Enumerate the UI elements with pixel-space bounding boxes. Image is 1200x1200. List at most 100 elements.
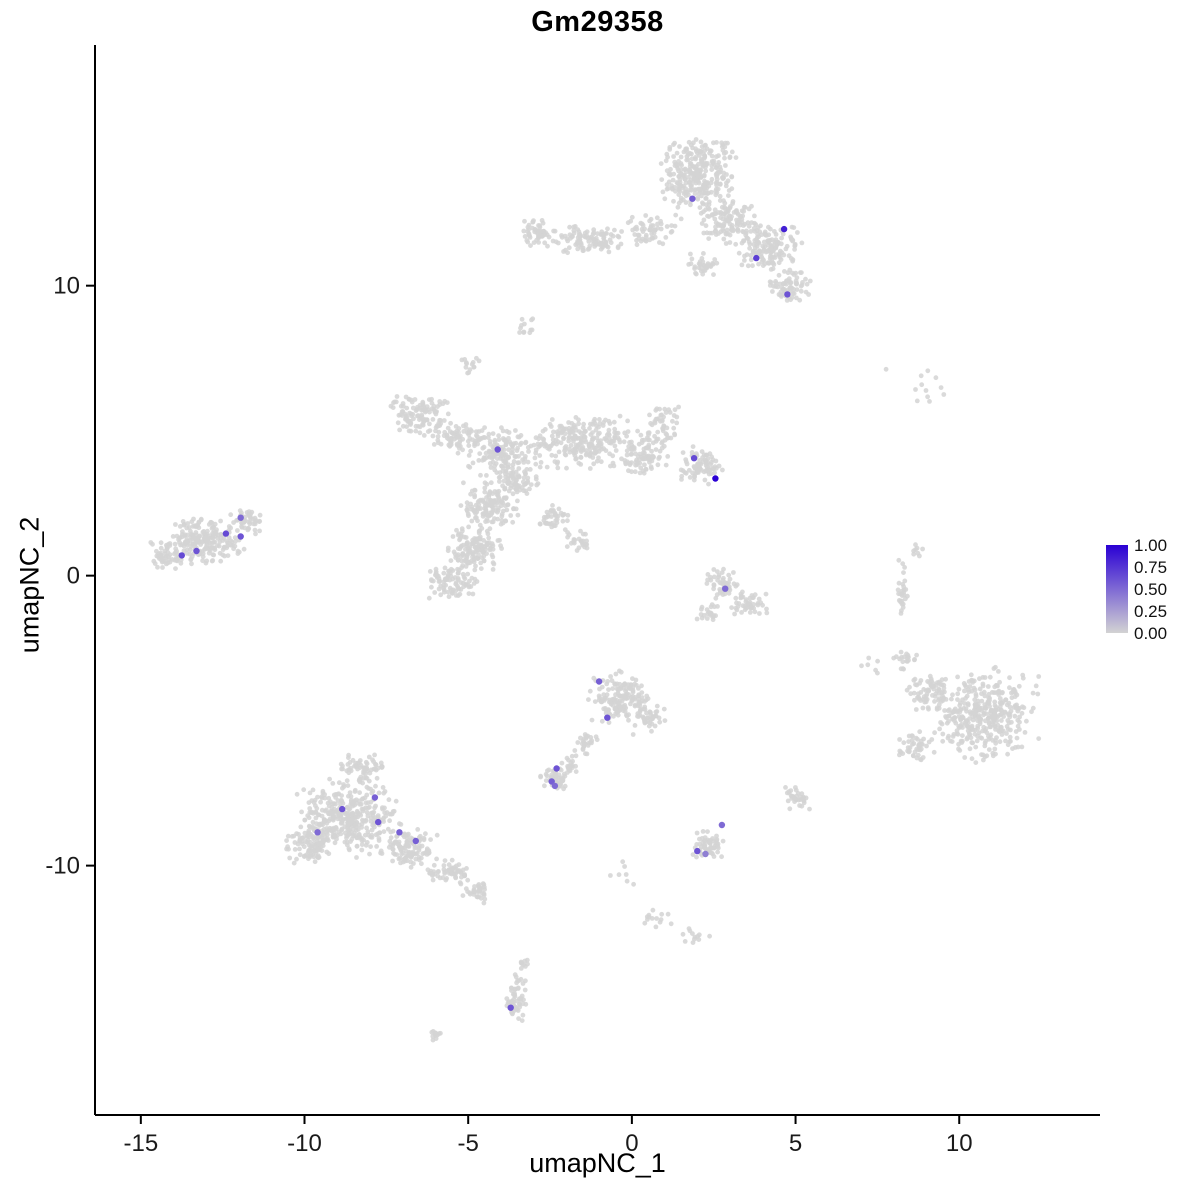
background-cell-point (525, 961, 530, 967)
background-cell-point (901, 587, 907, 593)
background-cell-point (319, 807, 325, 813)
background-cell-point (676, 186, 682, 191)
background-cell-point (531, 240, 537, 246)
background-cell-point (1036, 674, 1042, 679)
background-cell-point (571, 539, 576, 545)
background-cell-point (470, 591, 476, 597)
background-cell-point (597, 417, 602, 422)
background-cell-point (417, 837, 423, 842)
background-cell-point (459, 526, 465, 532)
background-cell-point (356, 832, 362, 837)
background-cell-point (394, 394, 400, 399)
background-cell-point (302, 817, 308, 823)
background-cell-point (245, 525, 251, 531)
background-cell-point (509, 985, 514, 991)
background-cell-point (606, 418, 612, 424)
background-cell-point (901, 592, 907, 598)
background-cell-point (445, 572, 451, 578)
background-cell-point (635, 428, 640, 434)
background-cell-point (747, 245, 752, 251)
background-cell-point (918, 690, 924, 695)
background-cell-point (772, 229, 777, 234)
background-cell-point (567, 224, 572, 230)
background-cell-point (703, 196, 709, 201)
background-cell-point (621, 682, 627, 687)
background-cell-point (301, 787, 307, 793)
background-cell-point (390, 405, 396, 410)
background-cell-point (671, 171, 677, 177)
background-cell-point (466, 463, 471, 469)
background-cell-point (435, 437, 441, 443)
background-cell-point (733, 241, 739, 247)
background-cell-point (538, 460, 544, 465)
background-cell-point (559, 429, 565, 435)
background-cell-point (980, 681, 986, 687)
background-cell-point (470, 460, 476, 466)
background-cell-point (751, 226, 757, 231)
background-cell-point (563, 447, 568, 453)
background-cell-point (362, 795, 368, 801)
background-cell-point (571, 228, 577, 233)
background-cell-point (575, 227, 581, 233)
background-cell-point (636, 693, 641, 699)
background-cell-point (731, 581, 737, 587)
background-cell-point (525, 445, 531, 450)
background-cell-point (647, 218, 652, 224)
background-cell-point (630, 732, 636, 737)
background-cell-point (604, 681, 610, 687)
background-cell-point (686, 139, 692, 145)
background-cell-point (956, 686, 962, 692)
background-cell-point (604, 231, 609, 236)
background-cell-point (669, 223, 674, 229)
background-cell-point (306, 842, 312, 848)
background-cell-point (468, 448, 473, 454)
background-cell-point (718, 229, 724, 235)
background-cell-point (448, 558, 454, 563)
background-cell-point (999, 700, 1005, 706)
background-cell-point (565, 250, 570, 256)
background-cell-point (533, 474, 539, 480)
background-cell-point (345, 762, 351, 767)
background-cell-point (718, 210, 724, 215)
background-cell-point (902, 578, 908, 584)
background-cell-point (331, 792, 337, 798)
background-cell-point (435, 423, 441, 429)
background-cell-point (357, 758, 363, 763)
background-cell-point (578, 528, 583, 534)
background-cell-point (697, 836, 702, 842)
background-cell-point (750, 263, 755, 269)
background-cell-point (499, 513, 505, 519)
background-cell-point (913, 387, 918, 392)
background-cell-point (413, 423, 419, 429)
background-cell-point (742, 258, 747, 263)
background-cell-point (634, 224, 639, 230)
expressing-cell-point (237, 533, 244, 540)
background-cell-point (1007, 685, 1012, 691)
background-cell-point (1006, 712, 1011, 718)
background-cell-point (756, 234, 762, 240)
background-cell-point (590, 236, 596, 242)
background-cell-point (994, 683, 1000, 688)
background-cell-point (915, 550, 921, 556)
background-cell-point (199, 549, 205, 554)
expressing-cell-point (193, 547, 200, 555)
background-cell-point (306, 815, 312, 821)
background-cell-point (228, 512, 234, 518)
background-cell-point (476, 458, 482, 463)
expressing-cell-point (702, 850, 709, 858)
background-cell-point (647, 237, 653, 243)
background-cell-point (799, 803, 805, 809)
background-cell-point (474, 433, 479, 438)
background-cell-point (667, 147, 673, 152)
background-cell-point (911, 548, 916, 554)
background-cell-point (622, 709, 628, 714)
background-cell-point (579, 245, 584, 251)
background-cell-point (957, 703, 963, 708)
background-cell-point (385, 826, 391, 832)
background-cell-point (285, 833, 291, 839)
background-cell-point (461, 574, 467, 580)
background-cell-point (755, 602, 761, 608)
background-cell-point (664, 186, 670, 192)
background-cell-point (542, 443, 548, 449)
background-cell-point (727, 221, 733, 227)
